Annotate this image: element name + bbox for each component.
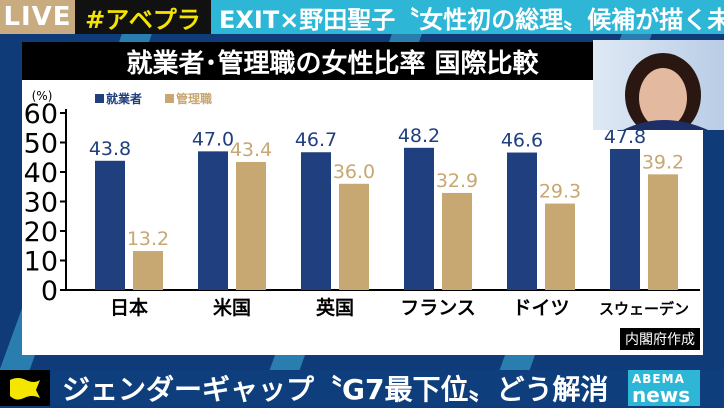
y-tick-label: 10 <box>24 247 58 278</box>
ticker-text: ジェンダーギャップ〝G7最下位〟どう解消 <box>62 373 609 406</box>
category-label: 英国 <box>316 296 354 319</box>
bar-worker <box>301 152 331 290</box>
y-tick-label: 40 <box>24 158 58 189</box>
data-label: 29.3 <box>539 181 581 203</box>
bar-worker <box>507 152 537 290</box>
data-label: 46.7 <box>295 129 337 151</box>
bar-manager <box>339 183 369 290</box>
category-label: ドイツ <box>512 297 569 319</box>
logo-top: ABEMA <box>632 372 685 386</box>
y-tick-label: 30 <box>24 188 58 219</box>
bar-worker <box>95 160 125 290</box>
logo-bottom: news <box>632 383 691 407</box>
data-label: 47.0 <box>192 128 234 150</box>
category-label: フランス <box>400 297 476 319</box>
bar-worker <box>198 151 228 290</box>
abema-news-logo: ABEMA news <box>628 370 700 406</box>
data-label: 36.0 <box>333 161 375 183</box>
bar-manager <box>545 203 575 290</box>
source-label: 内閣府作成 <box>620 328 700 350</box>
data-label: 43.8 <box>89 138 131 160</box>
legend-label: 管理職 <box>176 91 212 106</box>
y-tick-label: 20 <box>24 217 58 248</box>
category-label: 米国 <box>213 296 251 319</box>
hashtag: #アベプラ <box>75 0 211 34</box>
top-banner: LIVE #アベプラ EXIT×野田聖子〝女性初の総理〟候補が描く未来 <box>0 0 724 34</box>
y-tick-label: 50 <box>24 129 58 160</box>
category-label: スウェーデン <box>599 300 689 318</box>
data-label: 48.2 <box>398 125 440 147</box>
headline: EXIT×野田聖子〝女性初の総理〟候補が描く未来 <box>211 0 724 34</box>
data-label: 13.2 <box>127 228 169 250</box>
bar-worker <box>610 148 640 290</box>
bar-manager <box>648 174 678 290</box>
presenter-video <box>593 40 724 130</box>
live-badge: LIVE <box>0 0 75 34</box>
legend-swatch <box>95 94 104 103</box>
data-label: 47.8 <box>604 126 646 148</box>
person-image <box>623 53 708 130</box>
legend-label: 就業者 <box>106 91 142 106</box>
data-label: 32.9 <box>436 170 478 192</box>
bar-manager <box>236 161 266 290</box>
legend-swatch <box>165 94 174 103</box>
bar-manager <box>442 192 472 290</box>
data-label: 39.2 <box>642 151 684 173</box>
flag-box <box>0 370 50 406</box>
y-tick-label: 0 <box>41 276 58 307</box>
bottom-ticker-bar: ジェンダーギャップ〝G7最下位〟どう解消 ABEMA news <box>0 370 724 406</box>
data-label: 46.6 <box>501 130 543 152</box>
y-tick-label: 60 <box>24 99 58 130</box>
y-axis-unit: (%) <box>32 89 53 103</box>
category-label: 日本 <box>110 296 148 319</box>
chart-title: 就業者･管理職の女性比率 国際比較 <box>22 42 593 80</box>
flag-icon <box>10 378 40 400</box>
bar-worker <box>404 147 434 290</box>
bar-manager <box>133 251 163 290</box>
data-label: 43.4 <box>230 139 272 161</box>
